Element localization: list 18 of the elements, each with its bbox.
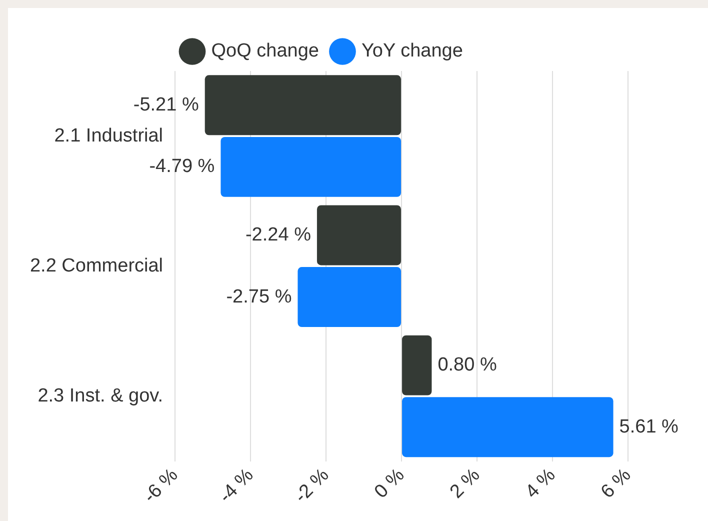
data-label: -2.75 % [226,286,292,308]
y-tick-label: 2.2 Commercial [30,255,164,276]
x-tick-label: -6 % [140,464,182,508]
data-label: -4.79 % [149,156,215,178]
legend-label: QoQ change [211,40,319,62]
x-tick-label: 0 % [370,464,409,503]
x-tick-label: 6 % [597,464,636,503]
x-tick-label: -4 % [215,464,258,508]
x-tick-label: 4 % [522,464,560,503]
x-tick-label: -2 % [290,464,334,508]
y-tick-label: 2.1 Industrial [54,125,164,146]
data-label: 5.61 % [619,416,679,438]
data-label: -5.21 % [133,94,199,116]
legend-label: YoY change [361,40,463,62]
data-label: -2.24 % [245,224,312,246]
data-label: 0.80 % [438,354,497,376]
x-tick-label: 2 % [446,464,484,503]
y-tick-label: 2.3 Inst. & gov. [38,385,164,406]
